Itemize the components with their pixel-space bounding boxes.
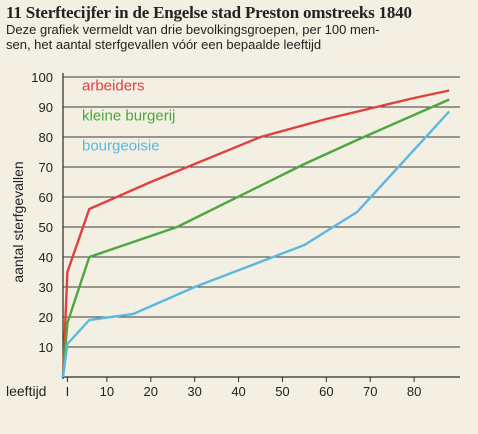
- y-tick-label: 60: [39, 190, 53, 205]
- x-tick-label: 70: [363, 384, 377, 399]
- chart-subtitle: Deze grafiek vermeldt van drie bevolking…: [6, 22, 476, 52]
- chart-title: 11 Sterftecijfer in de Engelse stad Pres…: [6, 3, 412, 22]
- x-tick-label: 60: [319, 384, 333, 399]
- y-tick-label: 100: [31, 70, 53, 85]
- y-tick-label: 10: [39, 340, 53, 355]
- legend-label-kleine-burgerij: kleine burgerij: [82, 108, 175, 125]
- subtitle-line-1: Deze grafiek vermeldt van drie bevolking…: [6, 22, 380, 37]
- series-line-kleine-burgerij: [61, 98, 450, 378]
- series-line-arbeiders: [61, 89, 450, 378]
- y-tick-label: 40: [39, 250, 53, 265]
- y-tick-label: 90: [39, 100, 53, 115]
- x-axis-title: leeftijd: [6, 383, 46, 399]
- x-tick-label: 80: [407, 384, 421, 399]
- y-tick-label: 80: [39, 130, 53, 145]
- y-tick-label: 30: [39, 280, 53, 295]
- series-line-bourgeoisie: [61, 110, 451, 378]
- x-tick-label: 20: [144, 384, 158, 399]
- x-tick-label: 10: [100, 384, 114, 399]
- y-tick-label: 70: [39, 160, 53, 175]
- y-axis-title: aantal sterfgevallen: [10, 161, 26, 282]
- legend-label-arbeiders: arbeiders: [82, 78, 145, 95]
- y-tick-label: 20: [39, 310, 53, 325]
- x-tick-label: 40: [231, 384, 245, 399]
- subtitle-line-2: sen, het aantal sterfgevallen vóór een b…: [6, 37, 322, 52]
- x-tick-label: I: [66, 384, 70, 399]
- x-tick-label: 50: [275, 384, 289, 399]
- y-tick-label: 50: [39, 220, 53, 235]
- x-tick-label: 30: [187, 384, 201, 399]
- legend-label-bourgeoisie: bourgeoisie: [82, 138, 160, 155]
